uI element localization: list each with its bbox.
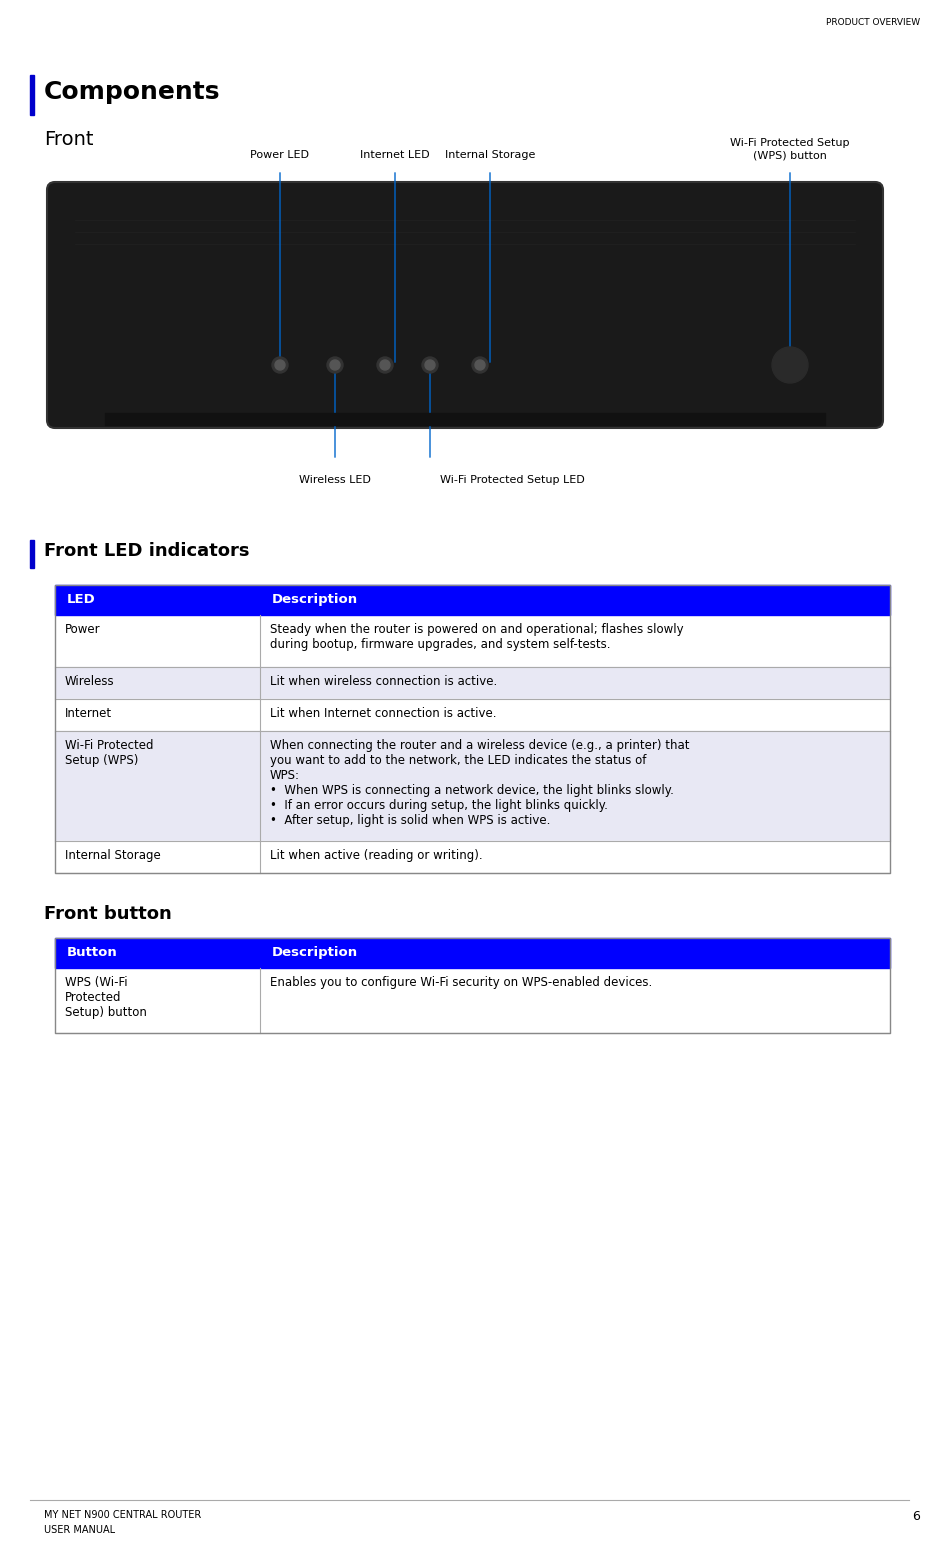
- Text: Wireless: Wireless: [65, 676, 115, 688]
- Text: Enables you to configure Wi-Fi security on WPS-enabled devices.: Enables you to configure Wi-Fi security …: [270, 976, 653, 989]
- Text: Power: Power: [65, 623, 100, 635]
- Text: Internet: Internet: [65, 707, 112, 720]
- Text: Front LED indicators: Front LED indicators: [44, 543, 250, 560]
- Bar: [55, 938, 890, 1033]
- FancyBboxPatch shape: [47, 182, 883, 428]
- Text: Power LED: Power LED: [251, 150, 310, 159]
- Text: Wi-Fi Protected
Setup (WPS): Wi-Fi Protected Setup (WPS): [65, 739, 153, 767]
- Text: 6: 6: [912, 1510, 920, 1523]
- Bar: [55, 841, 890, 873]
- Bar: [30, 76, 34, 114]
- Bar: [55, 615, 890, 666]
- Text: Wi-Fi Protected Setup LED: Wi-Fi Protected Setup LED: [440, 475, 585, 485]
- Text: WPS: WPS: [781, 362, 799, 368]
- Circle shape: [327, 357, 343, 373]
- Text: Description: Description: [272, 946, 358, 959]
- Circle shape: [275, 360, 285, 369]
- Circle shape: [472, 357, 488, 373]
- Text: Description: Description: [272, 594, 358, 606]
- Text: Internal Storage: Internal Storage: [65, 849, 161, 863]
- Text: PRODUCT OVERVIEW: PRODUCT OVERVIEW: [826, 19, 920, 26]
- Bar: [55, 666, 890, 699]
- Text: Lit when Internet connection is active.: Lit when Internet connection is active.: [270, 707, 497, 720]
- Bar: [55, 731, 890, 841]
- Circle shape: [272, 357, 288, 373]
- Text: Internet LED: Internet LED: [361, 150, 430, 159]
- Text: Front button: Front button: [44, 904, 172, 923]
- Text: LED: LED: [67, 594, 96, 606]
- Circle shape: [377, 357, 393, 373]
- Text: USER MANUAL: USER MANUAL: [44, 1524, 115, 1535]
- Circle shape: [330, 360, 340, 369]
- Circle shape: [380, 360, 390, 369]
- Text: Front: Front: [44, 130, 94, 148]
- Bar: [55, 584, 890, 615]
- Text: Steady when the router is powered on and operational; flashes slowly
during boot: Steady when the router is powered on and…: [270, 623, 684, 651]
- Text: Wireless LED: Wireless LED: [299, 475, 371, 485]
- Circle shape: [422, 357, 438, 373]
- Text: Lit when active (reading or writing).: Lit when active (reading or writing).: [270, 849, 483, 863]
- Circle shape: [475, 360, 485, 369]
- Bar: [55, 968, 890, 1033]
- Text: Lit when wireless connection is active.: Lit when wireless connection is active.: [270, 676, 498, 688]
- Text: WPS (Wi-Fi
Protected
Setup) button: WPS (Wi-Fi Protected Setup) button: [65, 976, 146, 1019]
- Text: Internal Storage: Internal Storage: [445, 150, 535, 159]
- Bar: [105, 413, 825, 425]
- Text: Button: Button: [67, 946, 117, 959]
- Circle shape: [772, 346, 808, 383]
- Text: MY NET N900 CENTRAL ROUTER: MY NET N900 CENTRAL ROUTER: [44, 1510, 201, 1520]
- Bar: [30, 540, 34, 567]
- Bar: [55, 938, 890, 968]
- Circle shape: [425, 360, 435, 369]
- Text: When connecting the router and a wireless device (e.g., a printer) that
you want: When connecting the router and a wireles…: [270, 739, 689, 827]
- Bar: [55, 584, 890, 873]
- Text: Components: Components: [44, 80, 221, 104]
- Bar: [55, 699, 890, 731]
- Text: Wi-Fi Protected Setup
(WPS) button: Wi-Fi Protected Setup (WPS) button: [731, 139, 850, 159]
